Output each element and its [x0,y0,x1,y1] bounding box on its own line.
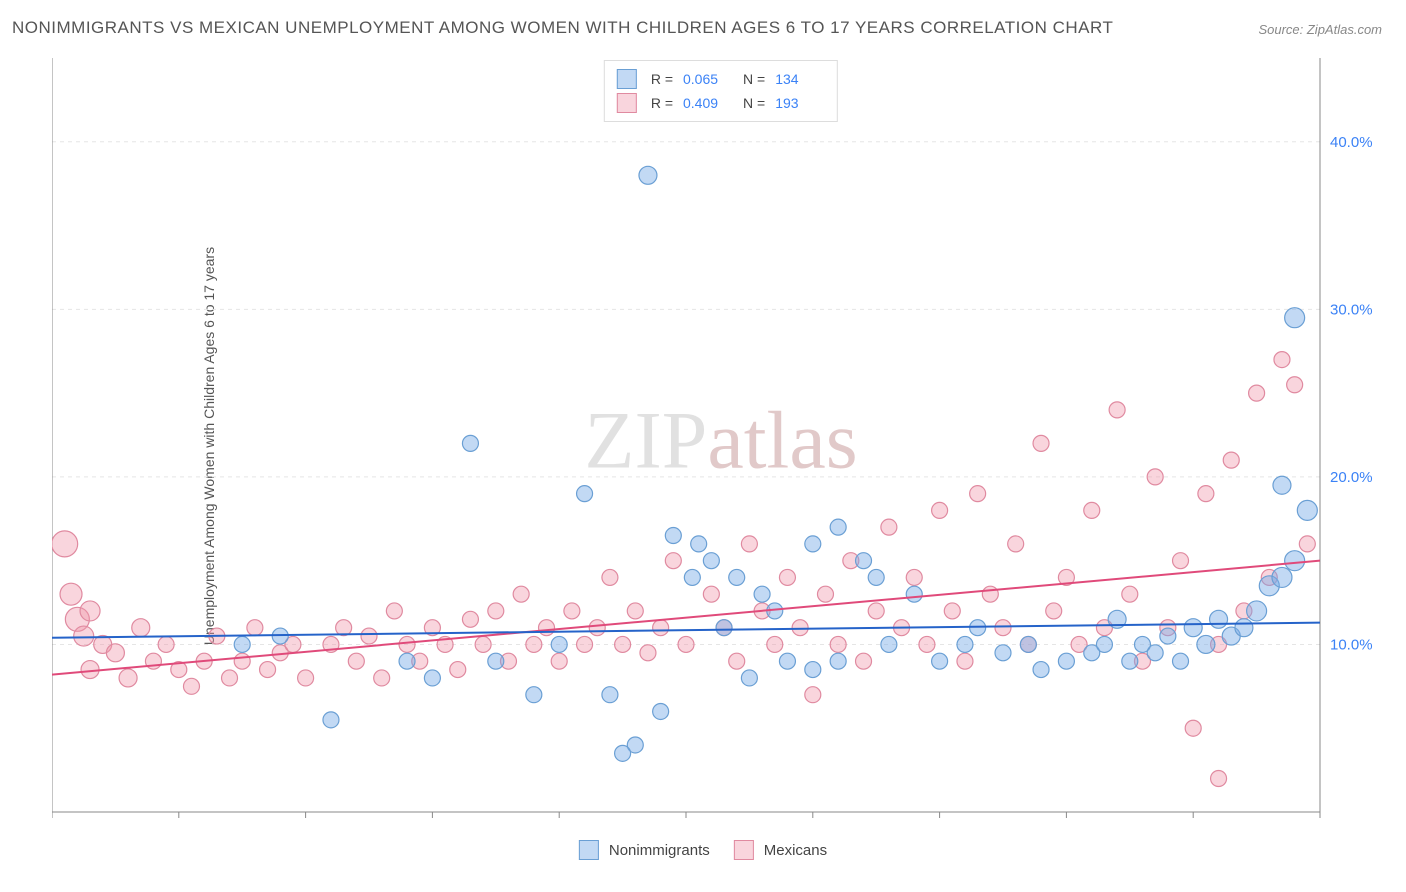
n-value-b: 193 [775,95,825,111]
svg-text:40.0%: 40.0% [1330,134,1373,151]
svg-text:30.0%: 30.0% [1330,301,1373,318]
correlation-legend: R = 0.065 N = 134 R = 0.409 N = 193 [604,60,838,122]
legend-row-a: R = 0.065 N = 134 [617,67,825,91]
source-attribution: Source: ZipAtlas.com [1258,22,1382,37]
r-value-b: 0.409 [683,95,733,111]
legend-swatch-mexicans [734,840,754,860]
svg-text:20.0%: 20.0% [1330,469,1373,486]
chart-title: NONIMMIGRANTS VS MEXICAN UNEMPLOYMENT AM… [12,18,1113,38]
n-label-a: N = [743,71,765,87]
legend-label-nonimmigrants: Nonimmigrants [609,842,710,859]
n-label-b: N = [743,95,765,111]
r-label-b: R = [651,95,673,111]
r-value-a: 0.065 [683,71,733,87]
n-value-a: 134 [775,71,825,87]
series-legend: Nonimmigrants Mexicans [579,840,827,860]
legend-item-nonimmigrants: Nonimmigrants [579,840,710,860]
legend-swatch-nonimmigrants [579,840,599,860]
scatter-plot: 10.0%20.0%30.0%40.0%0.0%100.0% [52,58,1390,832]
legend-row-b: R = 0.409 N = 193 [617,91,825,115]
chart-area: R = 0.065 N = 134 R = 0.409 N = 193 ZIPa… [52,58,1390,832]
legend-swatch-b [617,93,637,113]
svg-text:10.0%: 10.0% [1330,636,1373,653]
r-label-a: R = [651,71,673,87]
legend-label-mexicans: Mexicans [764,842,827,859]
legend-swatch-a [617,69,637,89]
legend-item-mexicans: Mexicans [734,840,827,860]
